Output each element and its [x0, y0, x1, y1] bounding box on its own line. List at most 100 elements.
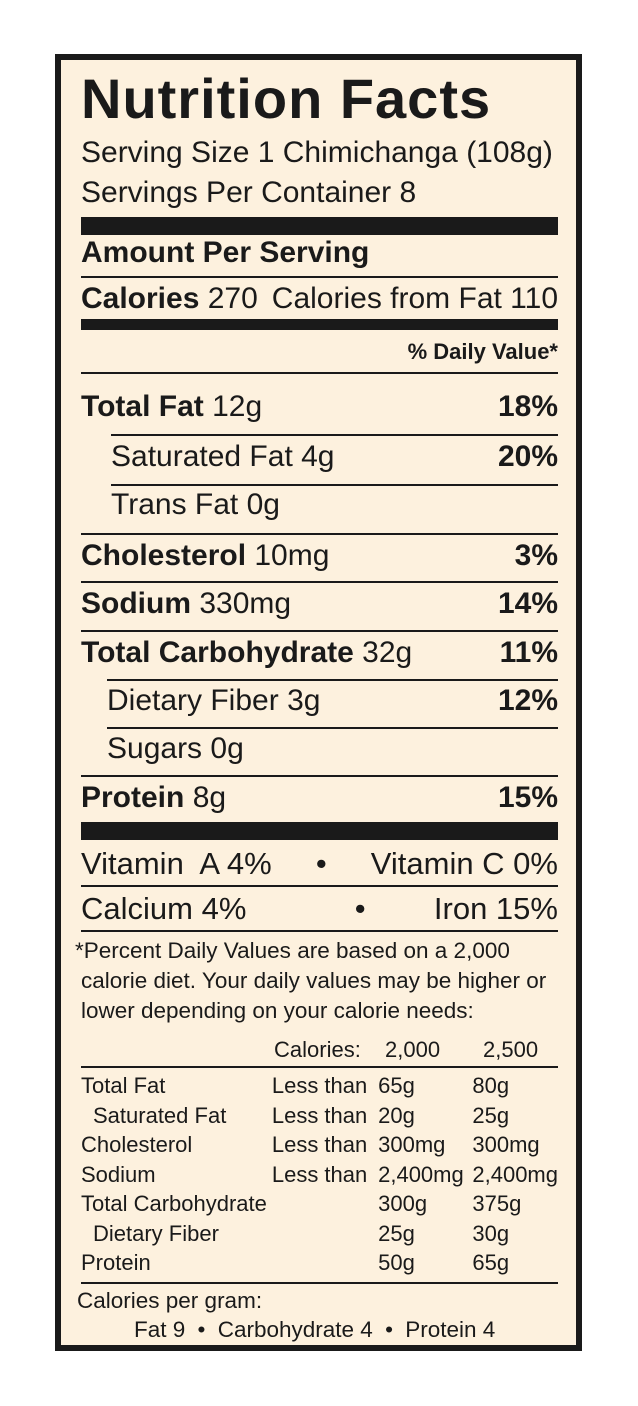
table-cell	[272, 1248, 378, 1278]
divider	[81, 1066, 558, 1068]
footnote-line: calorie diet. Your daily values may be h…	[81, 967, 547, 993]
table-row: Dietary Fiber 25g 30g	[81, 1219, 558, 1249]
table-row: Sodium Less than 2,400mg 2,400mg	[81, 1160, 558, 1190]
footnote-line: lower depending on your calorie needs:	[81, 997, 474, 1023]
table-cell: Saturated Fat	[93, 1102, 227, 1128]
calories-per-gram-label: Calories per gram:	[77, 1288, 263, 1313]
divider	[107, 679, 558, 681]
table-cell: Total Carbohydrate	[81, 1191, 267, 1216]
divider	[111, 434, 558, 436]
divider	[81, 533, 558, 535]
table-cell: 30g	[472, 1220, 510, 1246]
divider	[107, 727, 558, 729]
table-cell: 65g	[378, 1073, 415, 1098]
table-cell: Less than	[271, 1161, 368, 1187]
footnote: *Percent Daily Values are based on a 2,0…	[75, 936, 558, 1026]
table-cell: Less than	[271, 1073, 368, 1098]
divider	[81, 276, 558, 278]
table-cell: 20g	[378, 1102, 415, 1128]
nutrient-name: Sodium	[81, 587, 191, 620]
nutrient-row-sugars: Sugars 0g	[81, 732, 558, 766]
nutrient-dv: 11%	[499, 636, 558, 669]
nutrient-dv: 18%	[497, 390, 558, 423]
table-cell: 80g	[472, 1073, 510, 1098]
nutrient-name: Trans Fat	[111, 488, 239, 521]
vitamin-a: Vitamin A 4%	[81, 846, 272, 881]
table-cell: 25g	[472, 1102, 510, 1128]
table-cell	[272, 1219, 378, 1249]
nutrient-row-trans-fat: Trans Fat 0g	[81, 488, 558, 522]
calories-from-fat: Calories from Fat 110	[271, 282, 558, 315]
nutrient-dv: 14%	[497, 587, 558, 620]
table-cell: Dietary Fiber	[93, 1220, 219, 1246]
nutrient-row-total-carbohydrate: Total Carbohydrate 32g 11%	[81, 636, 558, 670]
nutrient-row-total-fat: Total Fat 12g 18%	[81, 390, 558, 424]
table-cell: Calories:	[274, 1037, 361, 1062]
serving-size: Serving Size 1 Chimichanga (108g)	[81, 136, 553, 169]
table-cell: 50g	[378, 1250, 415, 1275]
table-cell: Less than	[271, 1132, 368, 1157]
table-cell: Protein	[81, 1250, 151, 1275]
divider	[81, 372, 558, 374]
table-cell: 300mg	[472, 1132, 540, 1157]
calories-row: Calories 270 Calories from Fat 110	[81, 282, 558, 316]
nutrient-name: Saturated Fat	[111, 440, 293, 473]
divider	[81, 885, 558, 887]
thick-divider	[81, 217, 558, 235]
vitamin-c: Vitamin C 0%	[370, 846, 558, 881]
carbohydrate-per-gram: Carbohydrate 4	[217, 1317, 373, 1343]
nutrient-name: Protein	[81, 781, 185, 814]
table-row: Saturated Fat Less than 20g 25g	[81, 1101, 558, 1131]
nutrient-row-saturated-fat: Saturated Fat 4g 20%	[81, 440, 558, 474]
servings-per-container: Servings Per Container 8	[81, 176, 417, 209]
nutrient-name: Sugars	[107, 732, 203, 765]
table-cell: Sodium	[81, 1161, 156, 1187]
nutrient-amount: 0g	[246, 488, 280, 521]
calories-value: 270	[207, 282, 258, 315]
nutrient-row-protein: Protein 8g 15%	[81, 781, 558, 815]
table-cell: 2,400mg	[378, 1161, 464, 1187]
table-cell: 65g	[472, 1250, 510, 1275]
protein-per-gram: Protein 4	[405, 1317, 496, 1343]
iron: Iron 15%	[433, 891, 558, 926]
table-cell: 25g	[378, 1220, 415, 1246]
table-cell: 2,500	[483, 1037, 539, 1062]
medium-divider	[81, 319, 558, 330]
divider	[81, 1282, 558, 1284]
calcium: Calcium 4%	[81, 891, 247, 926]
divider	[81, 630, 558, 632]
bullet-separator: •	[197, 1317, 206, 1343]
calories-per-gram: Calories per gram: Fat 9 • Carbohydrate …	[77, 1286, 558, 1345]
divider	[81, 775, 558, 777]
nutrient-name: Cholesterol	[81, 539, 247, 572]
nutrient-name: Dietary Fiber	[107, 684, 279, 717]
nutrient-amount: 330mg	[199, 587, 292, 620]
table-cell: 375g	[472, 1191, 522, 1216]
nutrient-dv: 12%	[497, 684, 558, 717]
nutrient-amount: 0g	[210, 732, 244, 765]
table-cell: 2,000	[385, 1037, 441, 1062]
divider	[111, 484, 558, 486]
daily-value-header: % Daily Value*	[407, 339, 558, 364]
table-cell: 300g	[378, 1191, 428, 1216]
label-title: Nutrition Facts	[81, 67, 492, 130]
vitamins-row-2: Calcium 4% • Iron 15%	[81, 891, 558, 927]
table-cell: Less than	[271, 1102, 368, 1128]
nutrient-amount: 32g	[362, 636, 413, 669]
table-header-row: Calories: 2,000 2,500	[81, 1035, 538, 1065]
daily-values-table-body: Total Fat Less than 65g 80g Saturated Fa…	[81, 1071, 558, 1278]
bullet-separator: •	[315, 846, 327, 881]
table-row: Total Carbohydrate 300g 375g	[81, 1189, 558, 1219]
nutrient-dv: 15%	[497, 781, 558, 814]
nutrient-amount: 3g	[287, 684, 321, 717]
daily-values-table: Calories: 2,000 2,500	[81, 1035, 538, 1065]
bullet-separator: •	[354, 891, 366, 926]
table-cell: Cholesterol	[81, 1132, 193, 1157]
table-cell: Total Fat	[81, 1073, 166, 1098]
table-row: Protein 50g 65g	[81, 1248, 558, 1278]
footnote-line: *Percent Daily Values are based on a 2,0…	[75, 938, 510, 963]
nutrient-dv: 3%	[514, 539, 558, 572]
nutrient-name: Total Fat	[81, 390, 204, 423]
vitamins-row-1: Vitamin A 4% • Vitamin C 0%	[81, 846, 558, 882]
table-row: Cholesterol Less than 300mg 300mg	[81, 1130, 558, 1160]
